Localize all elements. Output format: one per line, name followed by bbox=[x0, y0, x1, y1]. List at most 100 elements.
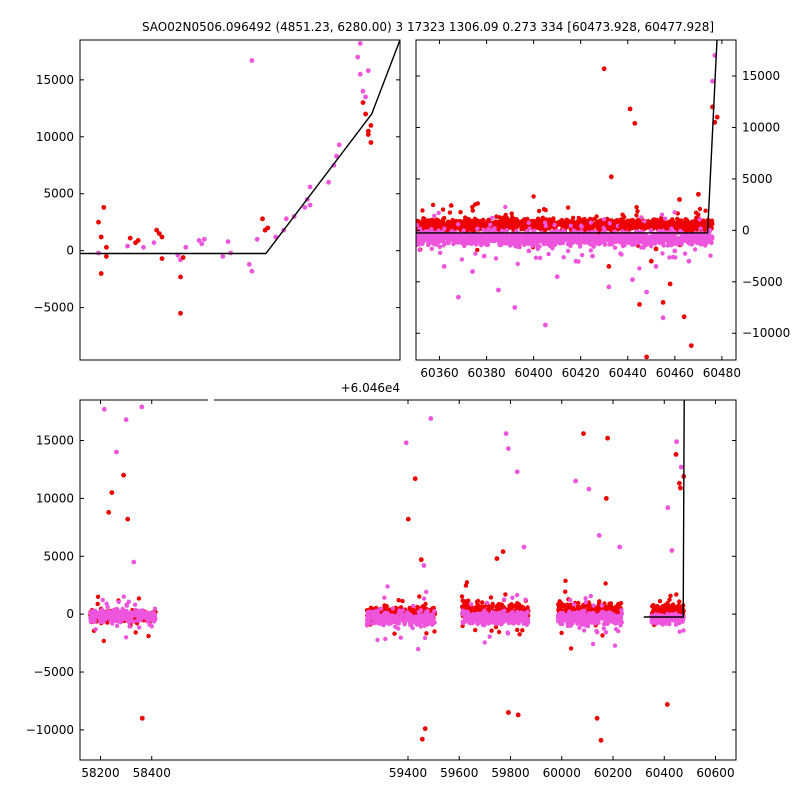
band-point bbox=[655, 218, 659, 222]
band-point bbox=[568, 598, 572, 602]
data-point-magenta bbox=[621, 243, 626, 248]
band-point bbox=[660, 251, 664, 255]
band-point bbox=[614, 614, 618, 618]
band-point bbox=[672, 210, 676, 214]
band-point bbox=[441, 237, 445, 241]
band-point bbox=[96, 595, 100, 599]
band-point bbox=[471, 208, 475, 212]
band-point bbox=[562, 255, 566, 259]
band-point bbox=[492, 620, 496, 624]
data-point-magenta bbox=[152, 240, 157, 245]
band-point bbox=[658, 599, 662, 603]
band-point bbox=[105, 605, 109, 609]
band-point bbox=[484, 242, 488, 246]
band-point bbox=[671, 255, 675, 259]
y-tick-label: 0 bbox=[66, 244, 74, 258]
band-point bbox=[438, 245, 442, 249]
band-point bbox=[420, 208, 424, 212]
band-point bbox=[561, 604, 565, 608]
band-point bbox=[127, 624, 131, 628]
data-point-magenta bbox=[250, 269, 255, 274]
y-tick-label: 10000 bbox=[36, 130, 74, 144]
band-point bbox=[542, 207, 546, 211]
band-point bbox=[634, 213, 638, 217]
band-point bbox=[383, 637, 387, 641]
y-tick-label: −5000 bbox=[742, 275, 783, 289]
band-point bbox=[520, 628, 524, 632]
band-point bbox=[365, 623, 369, 627]
band-point bbox=[517, 613, 521, 617]
band-point bbox=[576, 601, 580, 605]
x-tick-label: 60400 bbox=[515, 366, 553, 380]
band-point bbox=[393, 625, 397, 629]
band-point bbox=[671, 602, 675, 606]
band-point bbox=[458, 210, 462, 214]
band-point bbox=[408, 621, 412, 625]
band-point bbox=[677, 599, 681, 603]
band-point bbox=[515, 593, 519, 597]
band-point bbox=[133, 603, 137, 607]
band-point bbox=[447, 238, 451, 242]
band-point bbox=[102, 639, 106, 643]
band-point bbox=[416, 647, 420, 651]
band-point bbox=[609, 601, 613, 605]
band-point bbox=[420, 241, 424, 245]
data-point-magenta bbox=[543, 323, 548, 328]
band-point bbox=[124, 609, 128, 613]
band-point bbox=[385, 584, 389, 588]
data-point-red bbox=[136, 238, 141, 243]
y-tick-label: 15000 bbox=[742, 69, 780, 83]
model-line bbox=[80, 40, 400, 254]
band-point bbox=[613, 246, 617, 250]
band-point bbox=[92, 614, 96, 618]
band-point bbox=[514, 602, 518, 606]
data-point-magenta bbox=[308, 185, 313, 190]
band-point bbox=[497, 630, 501, 634]
band-point bbox=[547, 222, 551, 226]
band-point bbox=[619, 608, 623, 612]
band-point bbox=[115, 624, 119, 628]
data-point-magenta bbox=[590, 254, 595, 259]
band-point bbox=[400, 599, 404, 603]
band-point bbox=[575, 236, 579, 240]
band-point bbox=[433, 238, 437, 242]
band-point bbox=[404, 615, 408, 619]
band-point bbox=[703, 243, 707, 247]
band-point bbox=[602, 626, 606, 630]
band-point bbox=[478, 237, 482, 241]
band-point bbox=[588, 241, 592, 245]
band-point bbox=[480, 600, 484, 604]
band-point bbox=[503, 205, 507, 209]
band-point bbox=[658, 224, 662, 228]
band-point bbox=[580, 225, 584, 229]
x-tick-label: 60420 bbox=[562, 366, 600, 380]
data-point-red bbox=[369, 123, 374, 128]
band-point bbox=[673, 239, 677, 243]
x-tick-label: 60360 bbox=[420, 366, 458, 380]
band-point bbox=[663, 217, 667, 221]
data-point-red bbox=[607, 264, 612, 269]
band-point bbox=[413, 616, 417, 620]
band-point bbox=[566, 242, 570, 246]
band-point bbox=[465, 237, 469, 241]
band-point bbox=[697, 222, 701, 226]
band-point bbox=[581, 621, 585, 625]
y-tick-label: −5000 bbox=[33, 301, 74, 315]
data-point-magenta bbox=[644, 290, 649, 295]
y-tick-label: 10000 bbox=[742, 120, 780, 134]
band-point bbox=[560, 617, 564, 621]
band-point bbox=[463, 613, 467, 617]
band-point bbox=[680, 224, 684, 228]
data-point-red bbox=[637, 302, 642, 307]
data-point-red bbox=[609, 174, 614, 179]
data-point-magenta bbox=[496, 288, 501, 293]
band-point bbox=[679, 240, 683, 244]
band-point bbox=[110, 621, 114, 625]
band-point bbox=[676, 220, 680, 224]
data-point-magenta bbox=[456, 295, 461, 300]
band-point bbox=[661, 243, 665, 247]
band-point bbox=[105, 614, 109, 618]
band-point bbox=[431, 203, 435, 207]
